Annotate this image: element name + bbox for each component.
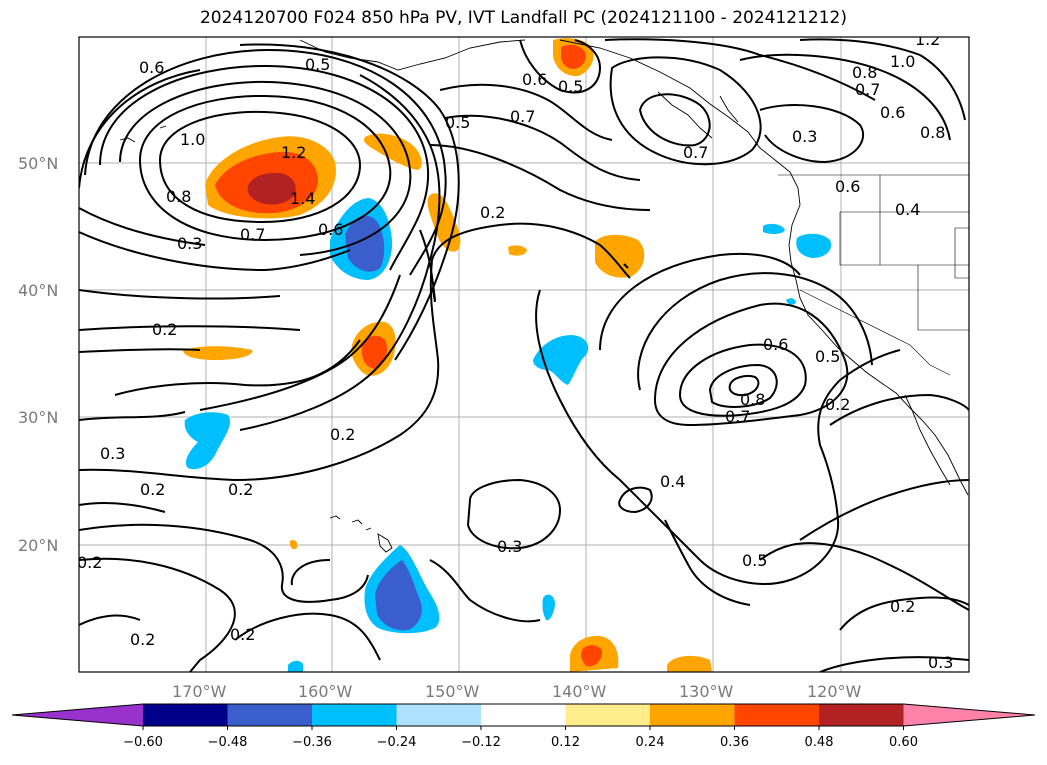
colorbar-tick-label: 0.60: [889, 735, 918, 750]
colorbar-extend-low: [12, 704, 143, 726]
colorbar-tick-label: −0.60: [123, 735, 163, 750]
lat-label: 40°N: [18, 281, 58, 300]
boundaries: [778, 174, 969, 376]
contour-label: 0.8: [740, 390, 765, 409]
contour-label: 0.5: [445, 113, 470, 132]
contour-label: 0.7: [683, 143, 708, 162]
colorbar-tick-label: −0.36: [292, 735, 332, 750]
contour-label: 0.7: [855, 80, 880, 99]
colorbar-segment: [312, 704, 397, 726]
contour-label: 0.6: [880, 103, 905, 122]
longitude-labels: 170°W 160°W 150°W 140°W 130°W 120°W: [172, 682, 862, 701]
contour-label: 0.2: [890, 597, 915, 616]
colorbar-tick-label: −0.12: [461, 735, 501, 750]
gridlines: [79, 37, 969, 672]
lat-label: 20°N: [18, 536, 58, 555]
lon-label: 170°W: [172, 682, 227, 701]
colorbar-tick-label: −0.24: [377, 735, 417, 750]
contour-label: 0.2: [228, 480, 253, 499]
lon-label: 150°W: [425, 682, 480, 701]
colorbar-segment: [143, 704, 228, 726]
contour-label: 1.0: [180, 130, 205, 149]
colorbar-extend-high: [903, 704, 1035, 726]
lat-label: 50°N: [18, 154, 58, 173]
contour-label: 1.0: [890, 52, 915, 71]
contour-label: 0.5: [558, 77, 583, 96]
contour-label: 0.3: [100, 444, 125, 463]
contour-label: 0.6: [763, 335, 788, 354]
contour-label: 0.8: [852, 63, 877, 82]
colorbar-tick-label: 0.12: [551, 735, 580, 750]
lon-label: 140°W: [552, 682, 607, 701]
map-title: 2024120700 F024 850 hPa PV, IVT Landfall…: [199, 8, 847, 28]
colorbar-tick-label: 0.36: [720, 735, 749, 750]
contour-label: 0.2: [130, 630, 155, 649]
colorbar-tick-label: 0.48: [805, 735, 834, 750]
contour-label: 0.2: [480, 203, 505, 222]
contour-label: 0.2: [330, 425, 355, 444]
colorbar-segment: [227, 704, 313, 726]
latitude-labels: 50°N 40°N 30°N 20°N: [18, 154, 58, 555]
pv-contour-lines: [79, 38, 969, 672]
contour-label: 0.6: [139, 58, 164, 77]
contour-label: 0.5: [815, 347, 840, 366]
lon-label: 160°W: [298, 682, 353, 701]
contour-label: 0.6: [318, 220, 343, 239]
contour-label: 0.2: [140, 480, 165, 499]
lon-label: 120°W: [807, 682, 862, 701]
contour-label: 0.7: [725, 407, 750, 426]
contour-label: 0.4: [895, 200, 920, 219]
colorbar-tick-label: −0.48: [208, 735, 248, 750]
colorbar-segment: [819, 704, 904, 726]
contour-label: 0.2: [230, 625, 255, 644]
colorbar-segment: [565, 704, 651, 726]
contour-label: 0.3: [177, 234, 202, 253]
pv-anomaly-fills: [183, 38, 832, 672]
contour-label: 0.5: [305, 55, 330, 74]
contour-label: 0.6: [522, 70, 547, 89]
contour-label: 0.4: [660, 472, 685, 491]
contour-labels: 0.6 0.5 0.6 0.5 0.7 0.5 1.0 1.2 1.4 0.8 …: [77, 30, 953, 672]
contour-label: 1.2: [281, 143, 306, 162]
contour-label: 0.3: [497, 537, 522, 556]
contour-label: 0.6: [835, 177, 860, 196]
contour-label: 0.7: [510, 107, 535, 126]
contour-label: 0.2: [77, 553, 102, 572]
contour-label: 0.2: [825, 395, 850, 414]
coastlines: [119, 39, 969, 553]
contour-label: 0.3: [928, 653, 953, 672]
lon-label: 130°W: [679, 682, 734, 701]
colorbar-segment: [734, 704, 820, 726]
contour-label: 0.5: [742, 551, 767, 570]
contour-label: 0.3: [792, 127, 817, 146]
contour-label: 1.4: [290, 189, 315, 208]
contour-label: 0.8: [920, 123, 945, 142]
map-frame: [78, 36, 970, 673]
contour-label: 0.7: [240, 225, 265, 244]
colorbar: −0.60 −0.48 −0.36 −0.24 −0.12 0.12 0.24 0.36 0.4…: [11, 703, 1036, 750]
lat-label: 30°N: [18, 408, 58, 427]
colorbar-segment: [396, 704, 482, 726]
colorbar-tick-label: 0.24: [636, 735, 665, 750]
colorbar-segment: [481, 704, 566, 726]
contour-label: 0.8: [166, 187, 191, 206]
contour-label: 1.2: [915, 30, 940, 49]
colorbar-segment: [650, 704, 735, 726]
contour-label: 0.2: [152, 320, 177, 339]
